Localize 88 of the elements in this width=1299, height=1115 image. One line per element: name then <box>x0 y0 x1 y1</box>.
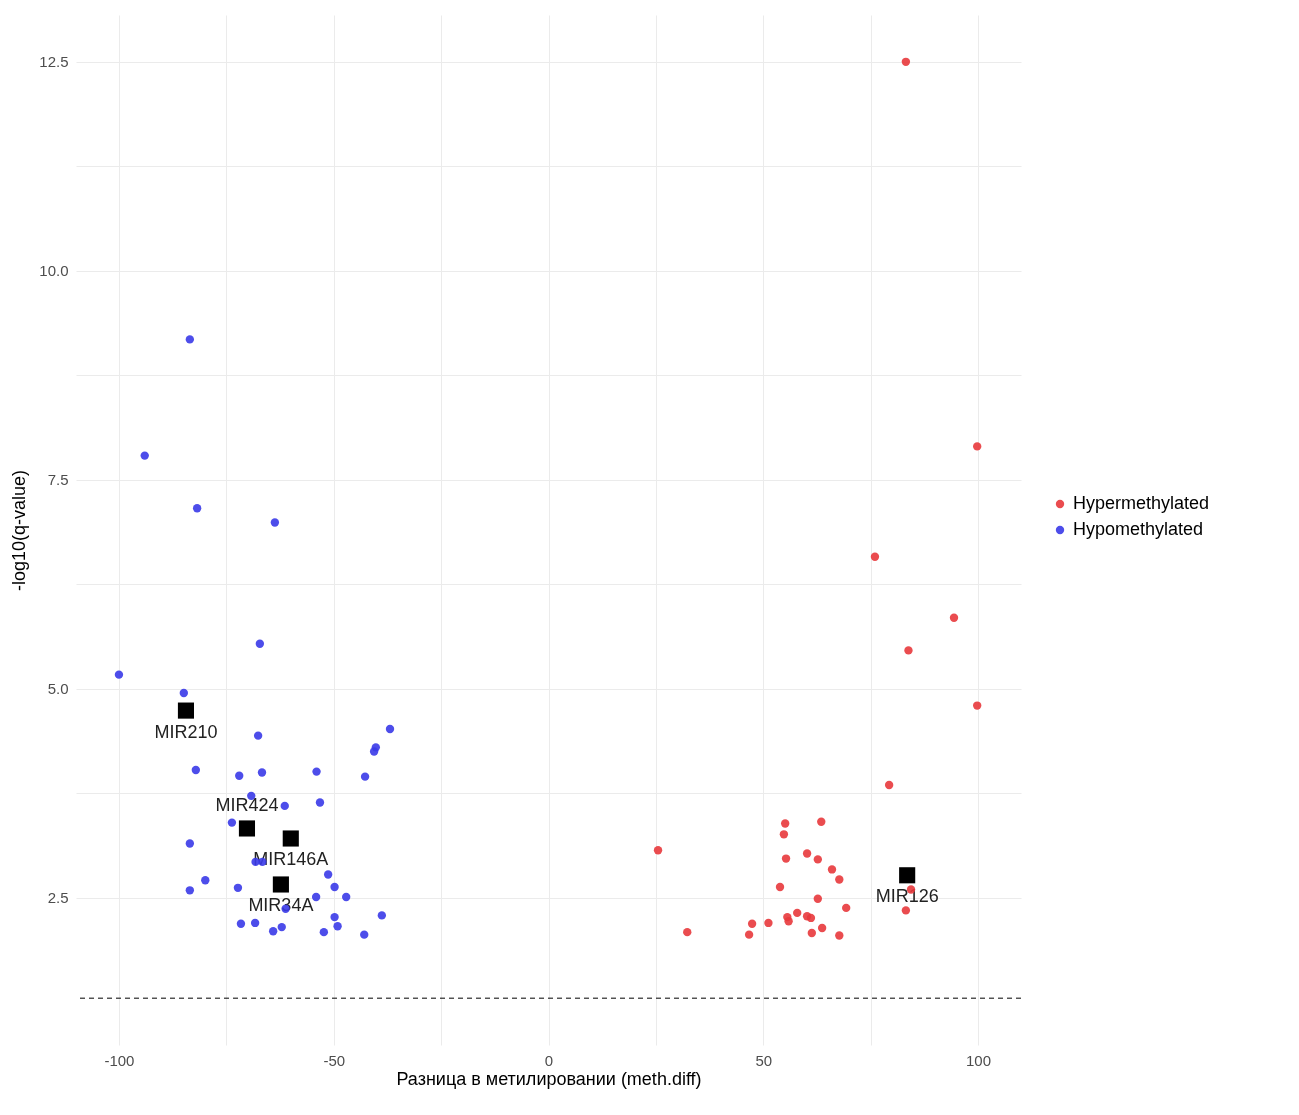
point <box>884 780 894 790</box>
point <box>377 911 387 920</box>
point <box>744 930 754 939</box>
point <box>813 855 823 864</box>
x-tick-label: 50 <box>755 1051 773 1069</box>
point <box>185 335 195 344</box>
point <box>653 846 663 855</box>
point <box>870 552 880 561</box>
point <box>835 875 844 884</box>
point <box>813 894 823 903</box>
point <box>282 830 299 847</box>
point <box>901 906 911 915</box>
point <box>683 927 692 937</box>
point <box>899 867 916 884</box>
point <box>233 883 243 892</box>
point <box>236 919 246 928</box>
point <box>817 923 827 933</box>
point <box>904 646 913 655</box>
point <box>764 918 773 928</box>
point <box>227 818 237 827</box>
point <box>385 724 395 734</box>
point <box>807 928 816 938</box>
point <box>250 918 260 928</box>
y-axis-title: -log10(q-value) <box>9 469 30 592</box>
y-tick-label: 12.5 <box>39 53 69 71</box>
point <box>114 670 124 679</box>
x-tick-label: -50 <box>323 1051 346 1069</box>
point <box>817 817 826 826</box>
point <box>270 518 280 527</box>
point <box>323 870 333 879</box>
point <box>806 913 816 923</box>
point <box>201 876 210 885</box>
point <box>973 442 982 451</box>
annotation: MIR126 <box>875 886 939 907</box>
y-tick-label: 5.0 <box>47 680 69 698</box>
point <box>257 768 267 777</box>
point <box>315 798 325 807</box>
x-tick-label: -100 <box>104 1051 135 1069</box>
point <box>360 772 370 781</box>
legend-label: Hypomethylated <box>1073 519 1204 539</box>
point <box>342 892 351 902</box>
point <box>333 922 342 931</box>
x-axis-title: Разница в метилировании (meth.diff) <box>396 1068 702 1089</box>
legend-label: Hypermethylated <box>1073 493 1210 513</box>
point <box>253 731 263 740</box>
annotation: MIR34A <box>248 895 314 916</box>
point <box>369 747 379 756</box>
point <box>779 830 789 839</box>
annotation: MIR210 <box>154 721 218 742</box>
y-tick-label: 2.5 <box>47 889 69 907</box>
point <box>235 771 244 780</box>
point <box>949 613 959 622</box>
point <box>793 908 802 918</box>
point <box>255 639 265 648</box>
point <box>841 903 851 913</box>
y-tick-label: 10.0 <box>39 262 69 280</box>
point <box>192 504 202 513</box>
point <box>747 919 757 928</box>
point <box>185 839 195 848</box>
point <box>312 767 321 776</box>
point <box>781 819 790 828</box>
point <box>360 930 369 939</box>
point <box>177 702 195 719</box>
point <box>140 451 149 460</box>
point <box>268 927 278 936</box>
point <box>319 927 329 937</box>
x-tick-label: 100 <box>966 1051 992 1069</box>
point <box>802 849 812 858</box>
x-tick-label: 0 <box>544 1051 554 1069</box>
point <box>185 886 195 895</box>
point <box>827 865 837 874</box>
point <box>784 917 793 926</box>
point <box>781 854 791 863</box>
point <box>330 912 339 922</box>
annotation: MIR146A <box>253 849 329 870</box>
point <box>775 882 785 892</box>
point <box>835 931 844 940</box>
point <box>272 876 289 893</box>
annotation: MIR424 <box>215 795 279 816</box>
point <box>973 701 982 710</box>
point <box>191 765 201 775</box>
y-tick-label: 7.5 <box>47 471 69 489</box>
point <box>179 688 188 698</box>
point <box>330 882 339 892</box>
point <box>901 57 911 66</box>
point <box>238 820 256 837</box>
point <box>280 801 289 811</box>
point <box>277 922 286 932</box>
